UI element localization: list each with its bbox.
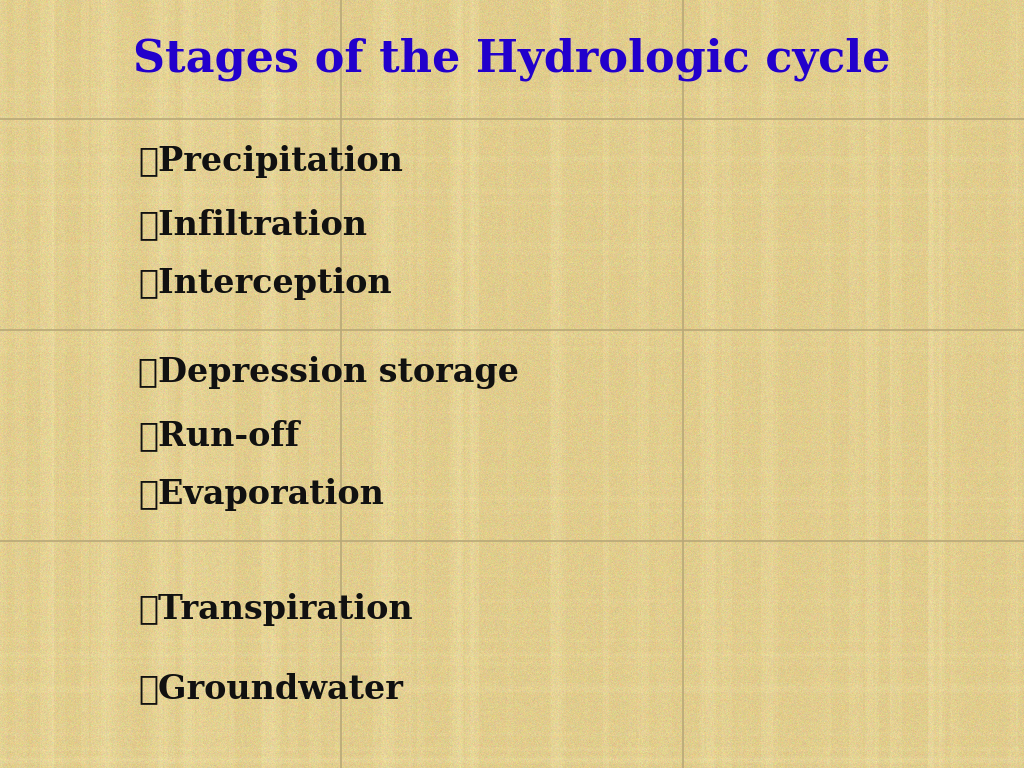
Text: Stages of the Hydrologic cycle: Stages of the Hydrologic cycle — [133, 38, 891, 81]
Text: ❖Infiltration: ❖Infiltration — [138, 208, 368, 241]
Text: ❖Run-off: ❖Run-off — [138, 419, 299, 452]
Text: ❖Precipitation: ❖Precipitation — [138, 145, 403, 177]
Text: ❖Groundwater: ❖Groundwater — [138, 672, 403, 705]
Text: ❖Evaporation: ❖Evaporation — [138, 478, 384, 511]
Text: ❖Interception: ❖Interception — [138, 267, 392, 300]
Text: ❖Transpiration: ❖Transpiration — [138, 593, 413, 626]
Text: ❖Depression storage: ❖Depression storage — [138, 356, 519, 389]
